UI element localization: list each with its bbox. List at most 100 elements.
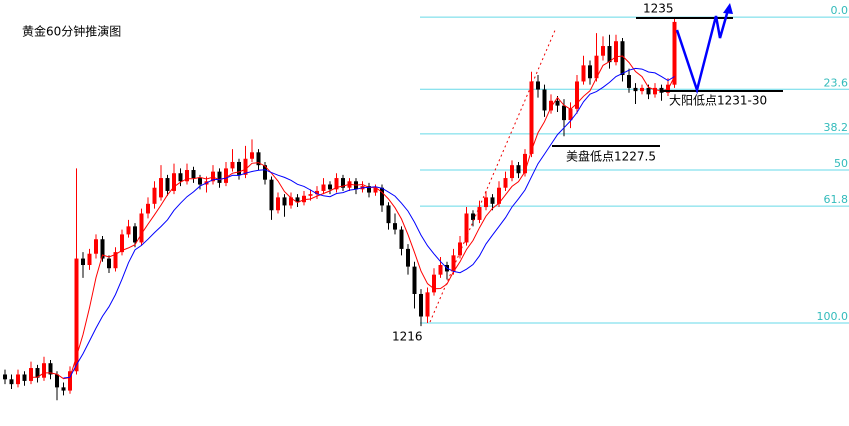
candle-body (633, 87, 638, 92)
candle-body (562, 105, 566, 121)
candle-body (393, 223, 397, 230)
low-label: 1216 (392, 330, 423, 344)
candle-body (334, 178, 339, 190)
candle-body (263, 165, 267, 180)
candle-body (529, 81, 534, 154)
candle-body (464, 213, 469, 243)
candle-body (568, 108, 573, 121)
candle-body (74, 258, 79, 372)
fib-layer: 0.0 23.6 38.2 50 61.8 100.0 (420, 4, 849, 324)
candle-body (211, 171, 215, 182)
candle-body (581, 65, 586, 82)
candle-body (484, 197, 488, 208)
candle-body (315, 190, 319, 195)
candle-body (42, 363, 46, 378)
candle-body (497, 187, 501, 204)
candle-body (412, 266, 417, 294)
candle-body (672, 21, 677, 85)
candle-body (87, 253, 92, 266)
candle-body (542, 89, 547, 111)
candle-body (185, 170, 189, 182)
candle-body (217, 171, 222, 183)
candle-body (432, 274, 436, 293)
candle-body (269, 179, 274, 211)
candle-body (165, 178, 170, 191)
forecast-path (675, 9, 730, 95)
candle-body (614, 41, 618, 63)
candle-body (191, 170, 196, 179)
candle-body (94, 239, 98, 254)
candle-body (516, 165, 521, 174)
candle-body (380, 187, 384, 206)
candle-body (178, 173, 183, 182)
note: 美盘低点1227.5 (566, 149, 656, 164)
candle-body (48, 363, 53, 375)
candle-body (9, 379, 14, 385)
candle-body (61, 387, 66, 391)
high-label: 1235 (643, 2, 674, 16)
candle-body (256, 152, 261, 166)
candle-body (399, 229, 404, 249)
candle-body (601, 46, 605, 56)
candle-body (107, 258, 111, 269)
candle-body (243, 158, 248, 175)
candle-body (22, 374, 27, 381)
note: 大阳低点1231-30 (669, 94, 767, 108)
candle-body (646, 87, 651, 95)
candle-body (35, 368, 40, 378)
candle-body (419, 293, 423, 317)
candle-body (237, 161, 241, 175)
candles (3, 17, 677, 401)
fib-label: 50 (834, 157, 848, 170)
candle-body (575, 81, 579, 109)
candle-body (425, 292, 430, 317)
candle-body (100, 239, 105, 259)
fib-label: 38.2 (824, 121, 849, 134)
candle-body (230, 161, 235, 169)
candle-body (536, 81, 540, 90)
chart-title: 黄金60分钟推演图 (22, 24, 121, 39)
candle-body (29, 368, 33, 381)
candle-body (198, 178, 202, 185)
candle-body (458, 242, 462, 256)
candle-body (152, 187, 157, 204)
candle-body (471, 213, 475, 220)
candle-body (477, 207, 482, 220)
candle-body (113, 252, 118, 269)
candle-body (328, 184, 332, 190)
ma-line (30, 55, 675, 380)
candle-body (55, 374, 59, 388)
moving-averages (30, 55, 675, 380)
candle-body (3, 374, 7, 380)
candle-body (302, 195, 306, 203)
forecast-arrow (723, 3, 733, 14)
candle-body (16, 374, 20, 385)
candle-body (289, 197, 293, 206)
candle-body (523, 153, 527, 174)
candle-body (373, 187, 378, 193)
ma-line (63, 67, 675, 379)
candle-body (640, 87, 644, 92)
candle-body (172, 173, 176, 191)
candle-body (146, 203, 150, 214)
candle-body (620, 41, 625, 76)
candle-body (341, 178, 345, 188)
candle-body (653, 87, 657, 95)
candle-body (295, 197, 300, 203)
trend-line (429, 27, 557, 323)
candle-body (81, 258, 85, 266)
candle-body (594, 55, 599, 79)
candle-body (68, 371, 72, 391)
candle-body (510, 165, 514, 179)
candle-body (490, 197, 495, 204)
candle-body (126, 226, 131, 235)
candle-body (276, 197, 280, 211)
candle-body (308, 194, 313, 196)
candle-body (282, 197, 287, 206)
fib-label: 23.6 (824, 76, 849, 89)
candle-body (588, 65, 592, 79)
candle-body (224, 168, 228, 183)
candle-body (321, 184, 326, 191)
fib-label: 0.0 (831, 4, 849, 17)
